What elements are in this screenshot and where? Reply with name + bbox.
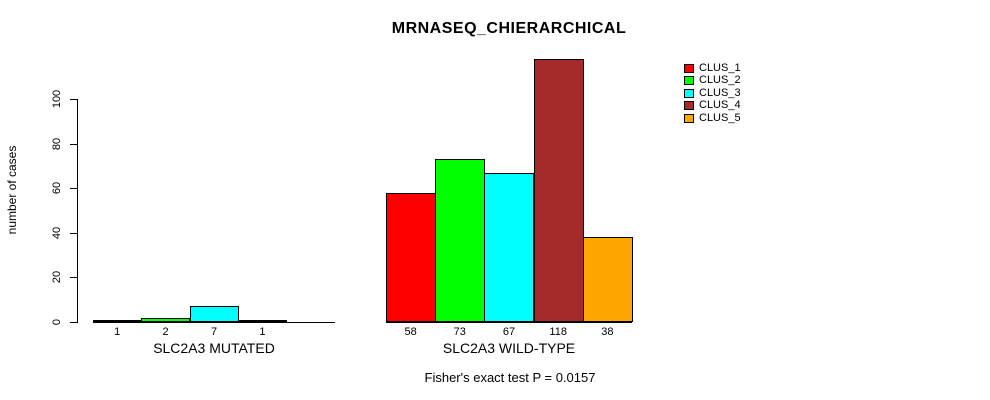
bar-value-label: 73 bbox=[453, 326, 466, 338]
legend-item: CLUS_4 bbox=[684, 100, 741, 113]
y-axis-tick bbox=[70, 322, 77, 323]
bar-value-label: 1 bbox=[114, 326, 121, 338]
bar-clus-4 bbox=[534, 59, 584, 322]
bar-value-label: 58 bbox=[404, 326, 417, 338]
legend-label: CLUS_3 bbox=[699, 86, 741, 99]
y-tick-label: 20 bbox=[51, 271, 63, 284]
y-tick-label: 100 bbox=[51, 89, 63, 109]
legend-color-swatch-icon bbox=[684, 101, 694, 111]
y-axis-tick bbox=[70, 188, 77, 190]
legend: CLUS_1 CLUS_2 CLUS_3 CLUS_4 CLUS_5 bbox=[684, 62, 741, 125]
y-axis-line bbox=[77, 99, 78, 323]
y-tick-label: 0 bbox=[51, 318, 63, 326]
legend-label: CLUS_5 bbox=[699, 111, 741, 124]
y-axis-tick bbox=[70, 99, 77, 100]
y-tick-label: 80 bbox=[51, 137, 63, 150]
group-label: SLC2A3 WILD-TYPE bbox=[442, 340, 576, 356]
bar-clus-3 bbox=[484, 173, 534, 322]
bar-clus-1 bbox=[386, 193, 436, 322]
legend-item: CLUS_3 bbox=[684, 87, 741, 100]
bar-value-label: 1 bbox=[259, 326, 266, 338]
annotation-text: Fisher's exact test P = 0.0157 bbox=[424, 370, 596, 385]
legend-item: CLUS_2 bbox=[684, 75, 741, 88]
y-tick-label: 60 bbox=[51, 182, 63, 195]
bar-clus-1 bbox=[93, 320, 142, 322]
bar-value-label: 38 bbox=[601, 326, 614, 338]
y-axis-tick bbox=[70, 143, 77, 145]
x-axis-baseline bbox=[93, 322, 335, 323]
y-axis-tick bbox=[70, 277, 77, 279]
legend-color-swatch-icon bbox=[684, 113, 694, 123]
legend-color-swatch-icon bbox=[684, 88, 694, 98]
legend-color-swatch-icon bbox=[684, 76, 694, 86]
legend-color-swatch-icon bbox=[684, 63, 694, 73]
bar-clus-3 bbox=[190, 306, 239, 322]
legend-label: CLUS_2 bbox=[699, 74, 741, 87]
group-label: SLC2A3 MUTATED bbox=[153, 340, 275, 356]
chart-title: MRNASEQ_CHIERARCHICAL bbox=[391, 20, 627, 37]
bar-value-label: 67 bbox=[502, 326, 516, 338]
legend-label: CLUS_4 bbox=[699, 99, 741, 112]
legend-item: CLUS_5 bbox=[684, 112, 741, 125]
y-tick-label: 40 bbox=[51, 226, 63, 239]
bar-value-label: 118 bbox=[549, 326, 567, 338]
bar-value-label: 2 bbox=[162, 326, 169, 338]
bar-clus-5 bbox=[583, 237, 633, 322]
bar-clus-2 bbox=[435, 159, 485, 322]
x-axis-baseline bbox=[386, 322, 632, 323]
y-axis-tick bbox=[70, 232, 77, 234]
y-axis-label: number of cases bbox=[5, 145, 19, 235]
legend-item: CLUS_1 bbox=[684, 62, 741, 75]
bar-value-label: 7 bbox=[210, 326, 218, 338]
legend-label: CLUS_1 bbox=[699, 61, 741, 74]
